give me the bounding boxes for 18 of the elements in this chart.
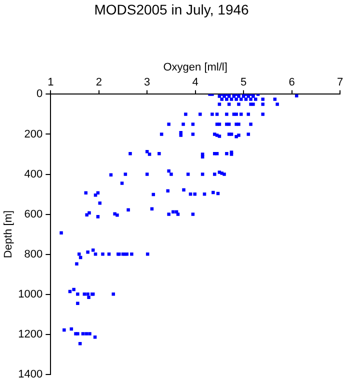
y-tick-label: 400 [24, 168, 43, 180]
x-axis-title: Oxygen [ml/l] [163, 61, 228, 74]
x-tick-label: 4 [192, 76, 198, 89]
y-tick-label: 1000 [18, 288, 43, 300]
y-tick-label: 1200 [18, 328, 43, 340]
x-tick-label: 6 [288, 76, 295, 89]
x-tick-label: 3 [144, 76, 150, 89]
y-axis-title: Depth [m] [2, 210, 15, 258]
x-tick-label: 5 [240, 76, 247, 89]
x-tick-label: 2 [96, 76, 102, 89]
y-tick-label: 600 [24, 208, 43, 220]
y-tick-label: 200 [24, 128, 43, 140]
y-tick-label: 1400 [18, 368, 43, 380]
y-tick-label: 800 [24, 248, 43, 260]
x-tick-label: 1 [48, 76, 54, 89]
x-tick-label: 7 [336, 76, 344, 89]
y-tick-label: 0 [36, 88, 43, 100]
chart-title: MODS2005 in July, 1946 [94, 1, 250, 18]
